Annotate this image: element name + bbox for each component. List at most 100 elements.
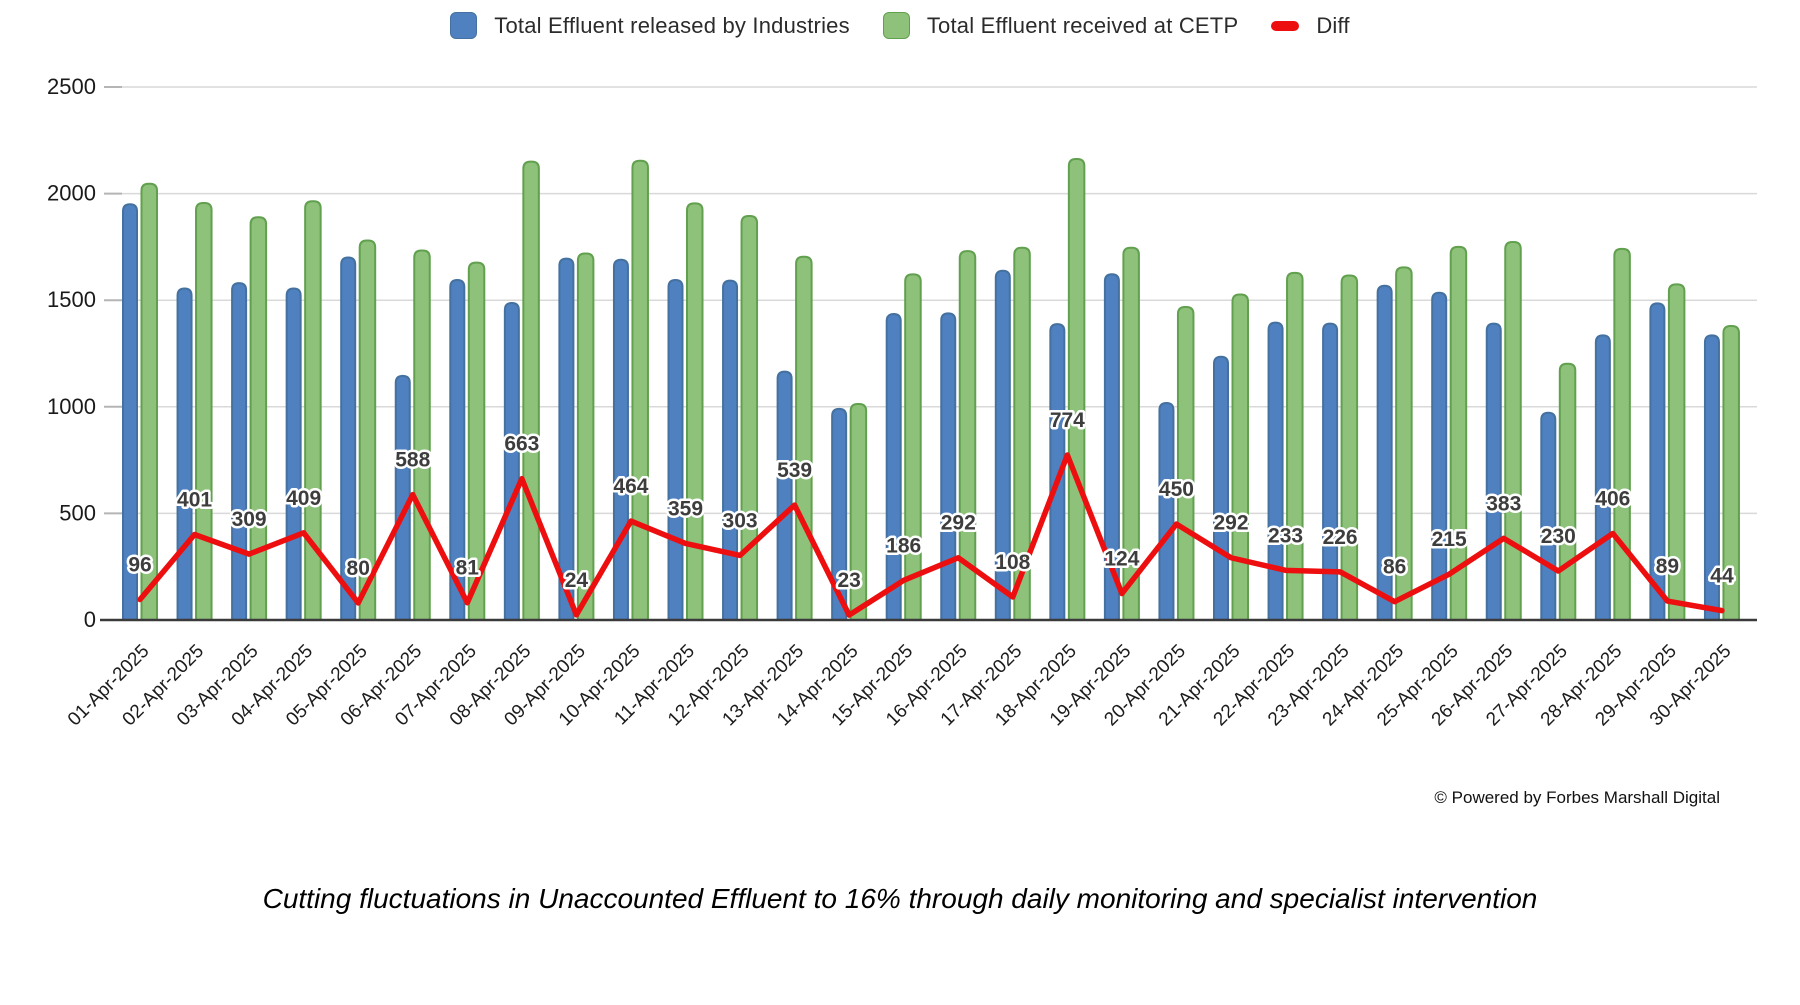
received-series-swatch-icon — [882, 12, 910, 39]
effluent-bar-line-chart: 0 500 1000 1500 2000 2500 96 401 309 409 80 588 81 66… — [47, 74, 1757, 730]
y-axis-tick-label: 2500 — [47, 74, 96, 99]
diff-value-label: 44 — [1710, 565, 1734, 588]
released-bar — [722, 279, 739, 621]
received-bar — [1395, 266, 1413, 621]
released-bar — [1103, 273, 1120, 621]
released-bar — [394, 374, 411, 621]
released-bar — [1376, 284, 1393, 621]
released-bar — [667, 278, 684, 621]
diff-value-label: 108 — [995, 551, 1030, 574]
diff-value-label: 588 — [395, 449, 430, 472]
released-bar — [1594, 334, 1611, 621]
received-bar — [358, 239, 377, 621]
copyright-note: © Powered by Forbes Marshall Digital — [1434, 788, 1720, 807]
y-axis-tick-label: 1500 — [47, 287, 96, 312]
diff-value-label: 303 — [723, 509, 758, 532]
diff-value-label: 464 — [613, 475, 648, 498]
legend-label-released: Total Effluent released by Industries — [494, 12, 850, 38]
diff-value-label: 409 — [286, 487, 321, 510]
diff-value-label: 774 — [1050, 409, 1085, 432]
received-bar — [1231, 293, 1249, 621]
received-bar — [1613, 247, 1631, 621]
diff-value-label: 309 — [232, 508, 267, 531]
released-bar — [503, 301, 520, 621]
received-bar — [249, 216, 268, 621]
received-bar — [413, 249, 431, 621]
y-axis-tick-label: 2000 — [47, 181, 96, 206]
released-bar — [1158, 401, 1175, 621]
released-bar — [831, 407, 848, 621]
received-bar — [1558, 362, 1577, 621]
diff-value-label: 96 — [128, 554, 151, 577]
chart-legend: Total Effluent released by Industries To… — [0, 12, 1800, 39]
caption-text: Cutting fluctuations in Unaccounted Effl… — [262, 883, 1538, 914]
received-bar — [140, 182, 158, 621]
released-bar — [1431, 291, 1448, 621]
received-bar — [740, 214, 759, 621]
y-axis-tick-label: 0 — [84, 607, 96, 632]
received-bar — [1722, 324, 1740, 621]
y-axis-tick-label: 500 — [59, 500, 96, 525]
released-bar — [994, 269, 1011, 621]
released-bar — [1213, 355, 1229, 621]
received-bar — [467, 261, 486, 621]
diff-value-label: 226 — [1323, 526, 1358, 549]
released-bar — [1049, 323, 1066, 621]
received-bar — [1286, 271, 1304, 621]
received-bar — [576, 252, 595, 621]
released-bar — [885, 313, 902, 621]
received-bar — [1067, 158, 1086, 621]
diff-value-label: 663 — [504, 433, 539, 456]
diff-value-label: 230 — [1541, 525, 1576, 548]
received-bar — [1340, 274, 1359, 621]
received-bar — [631, 159, 649, 621]
released-bar — [1322, 322, 1339, 621]
released-bar — [1267, 321, 1284, 621]
released-bar — [340, 256, 357, 621]
diff-series-swatch-icon — [1271, 20, 1300, 31]
diff-value-label: 24 — [565, 569, 589, 592]
diff-value-label: 292 — [1213, 512, 1248, 535]
released-bar — [122, 203, 138, 621]
diff-value-label: 292 — [941, 512, 976, 535]
diff-value-label: 124 — [1104, 548, 1139, 571]
diff-value-label: 383 — [1486, 492, 1521, 515]
received-bar — [849, 403, 868, 621]
received-bar — [522, 160, 540, 621]
legend-item-received[interactable]: Total Effluent received at CETP — [882, 12, 1239, 39]
released-bar — [776, 370, 793, 621]
diff-value-label: 23 — [837, 569, 860, 592]
released-bar — [176, 287, 193, 621]
diff-value-label: 86 — [1383, 556, 1406, 579]
received-bar — [1122, 246, 1140, 621]
released-bar — [449, 278, 466, 621]
legend-item-released[interactable]: Total Effluent released by Industries — [450, 12, 850, 39]
received-bar — [1504, 240, 1522, 621]
released-bar — [1540, 411, 1557, 621]
legend-label-received: Total Effluent received at CETP — [926, 12, 1239, 38]
legend-item-diff[interactable]: Diff — [1271, 12, 1350, 39]
received-bar — [904, 273, 922, 621]
received-bar — [1013, 246, 1031, 621]
y-axis-tick-label: 1000 — [47, 394, 96, 419]
received-bar — [1449, 245, 1468, 621]
received-bar — [304, 200, 322, 621]
diff-value-label: 359 — [668, 497, 703, 520]
diff-value-label: 406 — [1595, 487, 1630, 510]
diff-value-label: 81 — [456, 557, 480, 580]
received-bar — [1667, 283, 1686, 621]
diff-value-label: 233 — [1268, 524, 1303, 547]
diff-value-label: 186 — [886, 534, 921, 557]
diff-value-label: 450 — [1159, 478, 1194, 501]
diff-value-label: 215 — [1432, 528, 1467, 551]
released-bar — [612, 258, 629, 621]
released-bar — [1703, 334, 1720, 621]
received-bar — [686, 202, 704, 621]
released-series-swatch-icon — [450, 12, 478, 39]
diff-value-label: 89 — [1656, 555, 1679, 578]
legend-label-diff: Diff — [1316, 12, 1350, 38]
diff-value-label: 80 — [347, 557, 370, 580]
diff-line — [137, 452, 1725, 618]
diff-value-label: 539 — [777, 459, 812, 482]
